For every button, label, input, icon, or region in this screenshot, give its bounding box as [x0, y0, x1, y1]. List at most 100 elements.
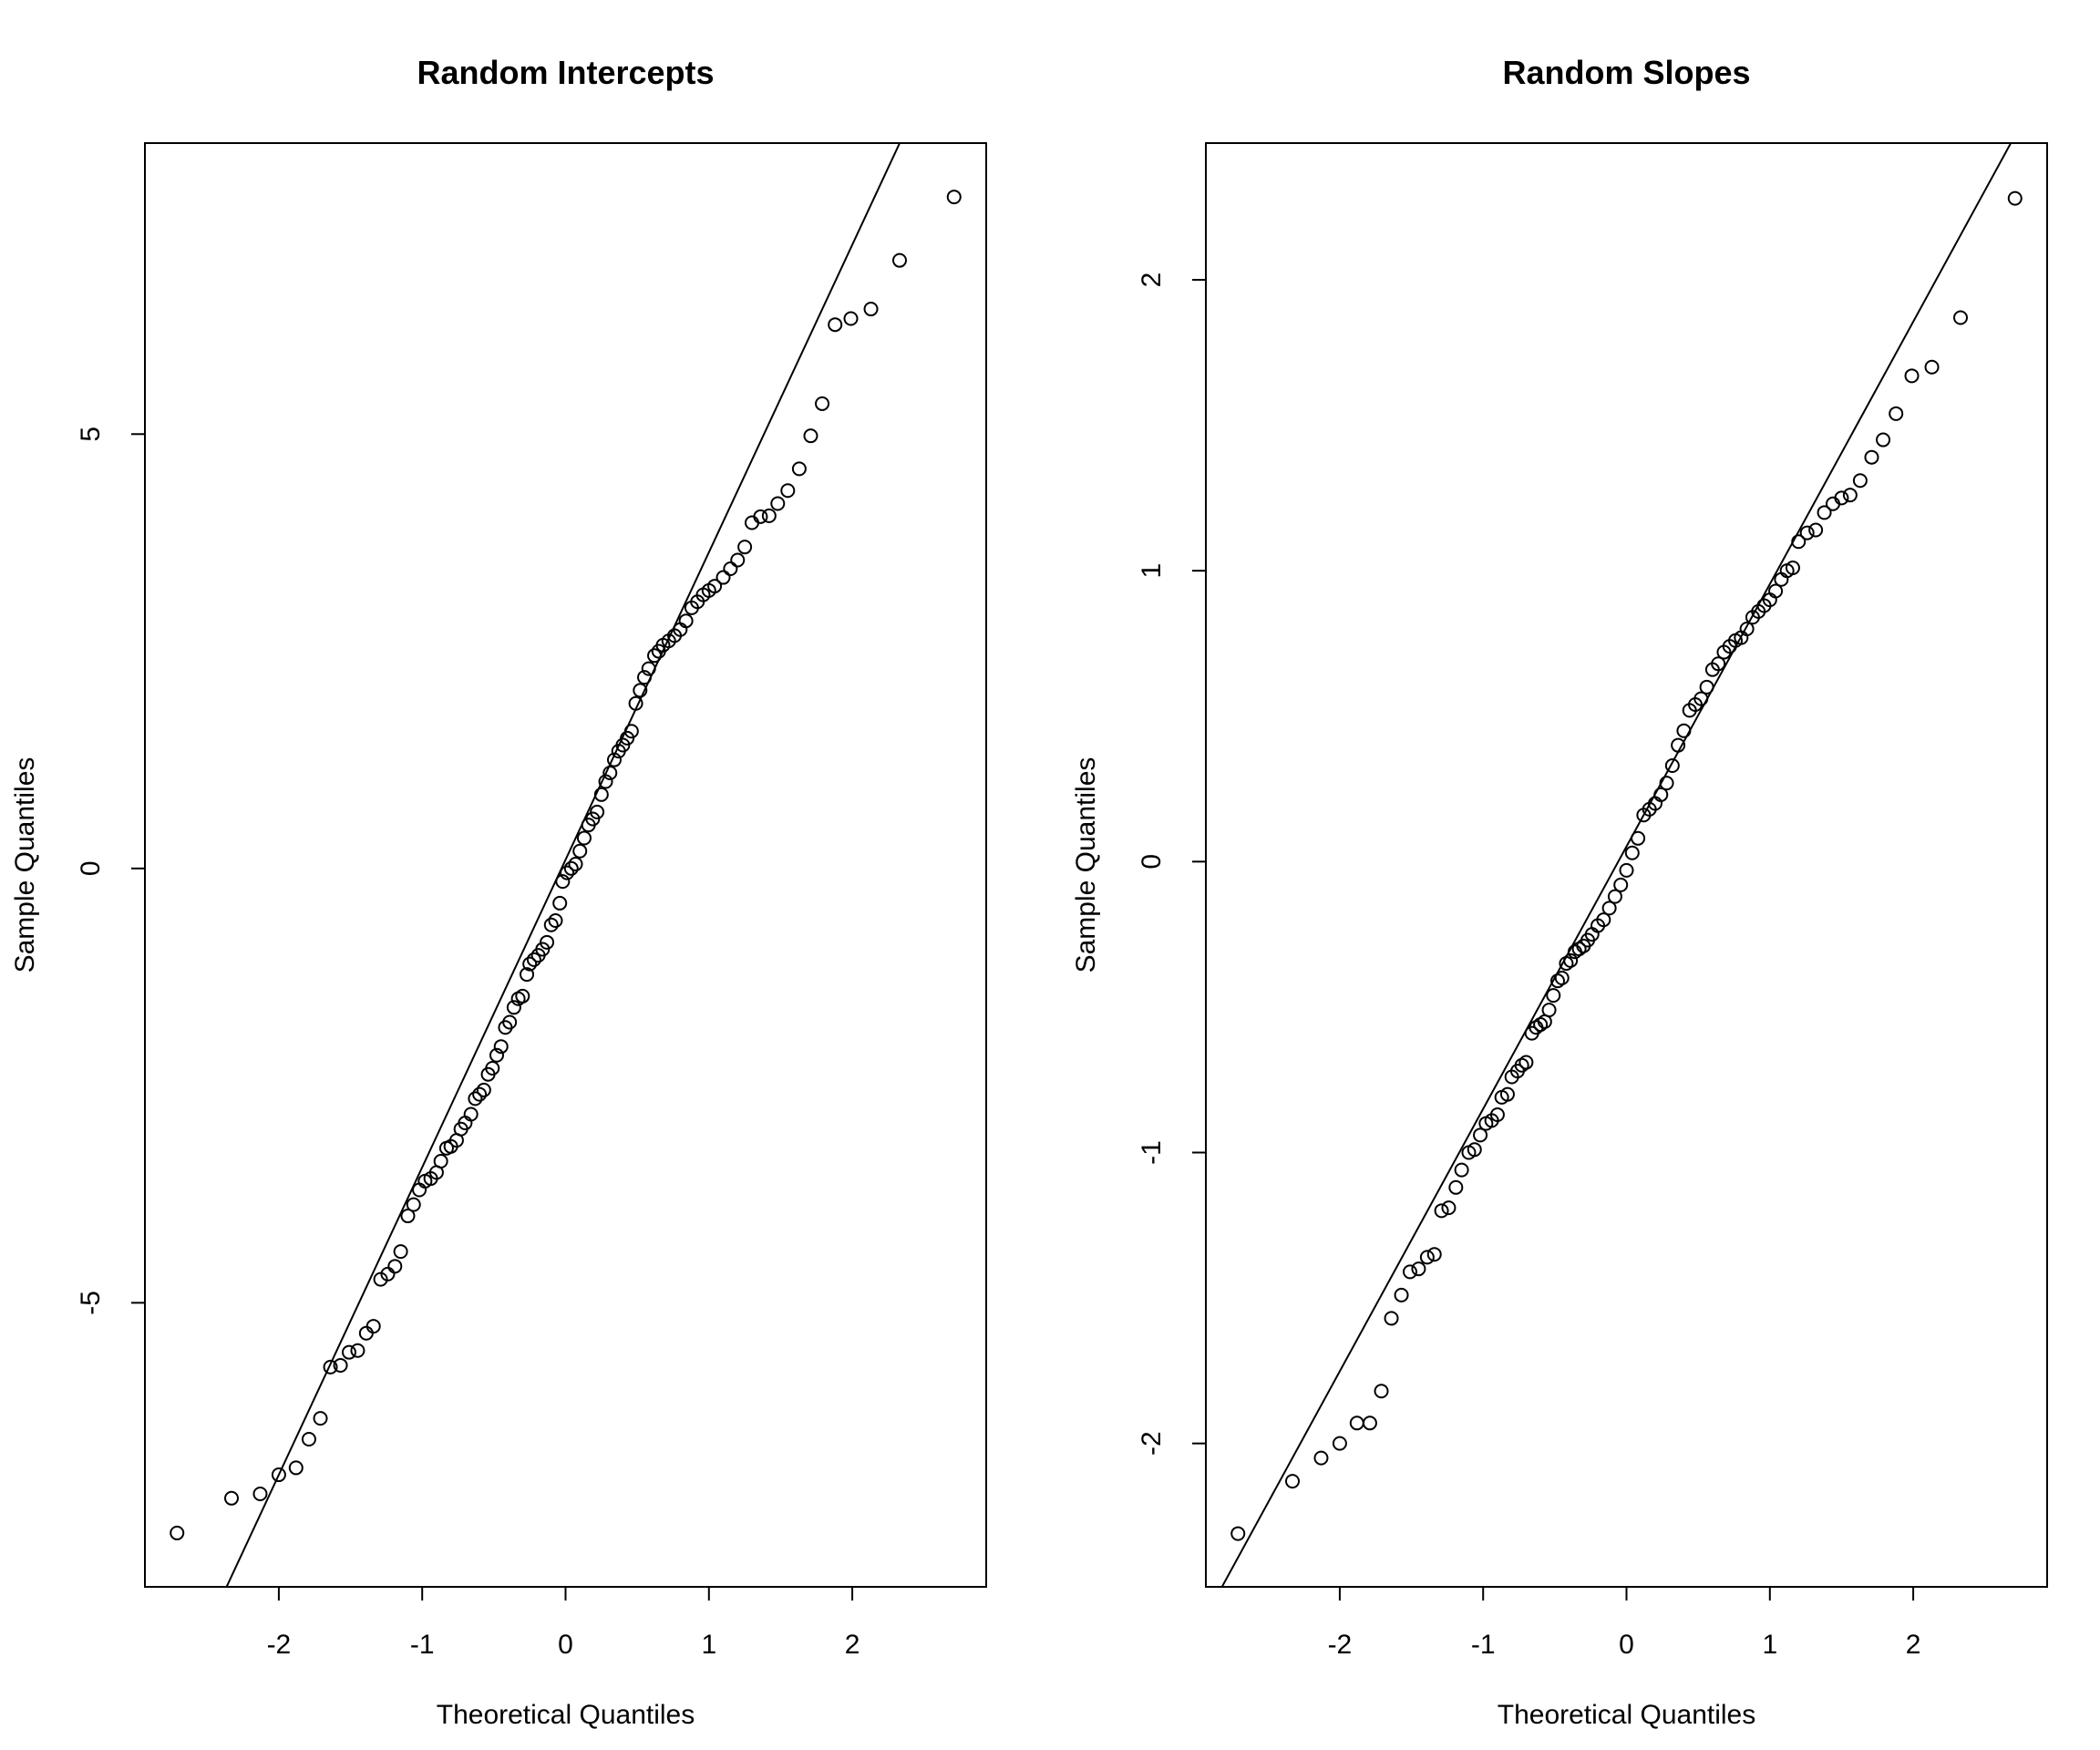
- point: [1541, 1003, 1557, 1018]
- point: [1607, 889, 1622, 904]
- point: [780, 483, 796, 499]
- x-axis-label: Theoretical Quantiles: [1498, 1700, 1755, 1730]
- point: [563, 860, 579, 876]
- x-tick-label: 0: [1619, 1630, 1634, 1660]
- point: [341, 1344, 356, 1360]
- point: [543, 917, 559, 932]
- x-tick-label: 2: [845, 1630, 860, 1660]
- point: [1768, 583, 1784, 599]
- point: [730, 552, 746, 568]
- chart-title: Random Intercepts: [417, 54, 714, 91]
- x-tick-label: -2: [1328, 1630, 1353, 1660]
- point: [1362, 1415, 1377, 1431]
- point: [170, 1525, 185, 1540]
- point: [1864, 449, 1879, 465]
- point: [633, 683, 648, 698]
- point: [815, 396, 830, 411]
- y-tick-label: 2: [1137, 273, 1167, 288]
- point: [406, 1197, 421, 1212]
- point: [1374, 1384, 1389, 1399]
- point: [1402, 1264, 1417, 1280]
- point: [1596, 912, 1611, 928]
- point: [576, 830, 592, 846]
- point: [271, 1467, 286, 1483]
- point: [1817, 505, 1832, 520]
- point: [1791, 534, 1807, 550]
- point: [520, 967, 535, 983]
- reference-line: [1220, 143, 2012, 1587]
- point: [623, 724, 639, 739]
- point: [647, 648, 663, 664]
- point: [387, 1259, 403, 1274]
- point: [791, 461, 807, 477]
- x-tick-label: 0: [558, 1630, 573, 1660]
- point: [1671, 737, 1686, 753]
- point: [1441, 1200, 1457, 1216]
- point: [468, 1091, 483, 1107]
- point: [1619, 862, 1634, 878]
- panel: Random Intercepts -2 -1 0 1 2 -5 0 5 Theoretical …: [10, 54, 987, 1730]
- point: [1285, 1474, 1301, 1489]
- y-tick-label: -1: [1137, 1140, 1167, 1165]
- point: [1332, 1436, 1347, 1451]
- x-axis-label: Theoretical Quantiles: [437, 1700, 695, 1730]
- point: [393, 1244, 408, 1260]
- point: [1624, 845, 1640, 860]
- point: [1489, 1107, 1505, 1123]
- point: [540, 934, 555, 950]
- point: [770, 496, 786, 511]
- point: [313, 1411, 328, 1426]
- point: [803, 428, 818, 444]
- point: [628, 695, 643, 711]
- point: [1448, 1179, 1464, 1195]
- point: [1473, 1127, 1488, 1143]
- point: [891, 252, 907, 268]
- x-tick-label: 1: [1762, 1630, 1777, 1660]
- point: [489, 1047, 504, 1063]
- point: [2007, 190, 2023, 206]
- point: [350, 1343, 365, 1358]
- point: [1676, 723, 1692, 738]
- y-axis-label: Sample Quantiles: [1071, 757, 1101, 973]
- point: [333, 1357, 348, 1373]
- point: [1842, 488, 1858, 503]
- chart-title: Random Slopes: [1502, 54, 1750, 91]
- point: [598, 774, 613, 789]
- point: [1613, 877, 1629, 892]
- point: [1533, 1017, 1549, 1033]
- point: [400, 1209, 416, 1224]
- point: [288, 1460, 304, 1476]
- point: [678, 613, 694, 629]
- point: [1434, 1203, 1449, 1219]
- point: [224, 1490, 240, 1506]
- y-axis-label: Sample Quantiles: [10, 757, 40, 973]
- point: [863, 302, 879, 317]
- point: [1499, 1086, 1515, 1102]
- point: [506, 1000, 521, 1015]
- point: [1924, 359, 1940, 375]
- y-tick-label: 0: [76, 860, 106, 876]
- point: [301, 1431, 316, 1446]
- x-tick-label: -2: [267, 1630, 292, 1660]
- point: [552, 895, 568, 911]
- point: [502, 1014, 518, 1030]
- point: [476, 1082, 491, 1097]
- plot-frame: [1205, 142, 2048, 1588]
- point: [485, 1061, 500, 1076]
- point: [1799, 525, 1815, 540]
- point: [590, 804, 605, 819]
- point: [472, 1086, 488, 1102]
- point: [1419, 1250, 1435, 1265]
- y-tick-label: 5: [76, 427, 106, 442]
- point: [522, 956, 538, 972]
- x-tick-label: -1: [410, 1630, 435, 1660]
- point: [723, 561, 738, 577]
- point: [463, 1107, 479, 1122]
- point: [1664, 758, 1680, 774]
- point: [1601, 901, 1617, 916]
- point: [323, 1359, 338, 1374]
- point: [715, 570, 731, 585]
- point: [1313, 1450, 1329, 1466]
- point: [744, 515, 759, 530]
